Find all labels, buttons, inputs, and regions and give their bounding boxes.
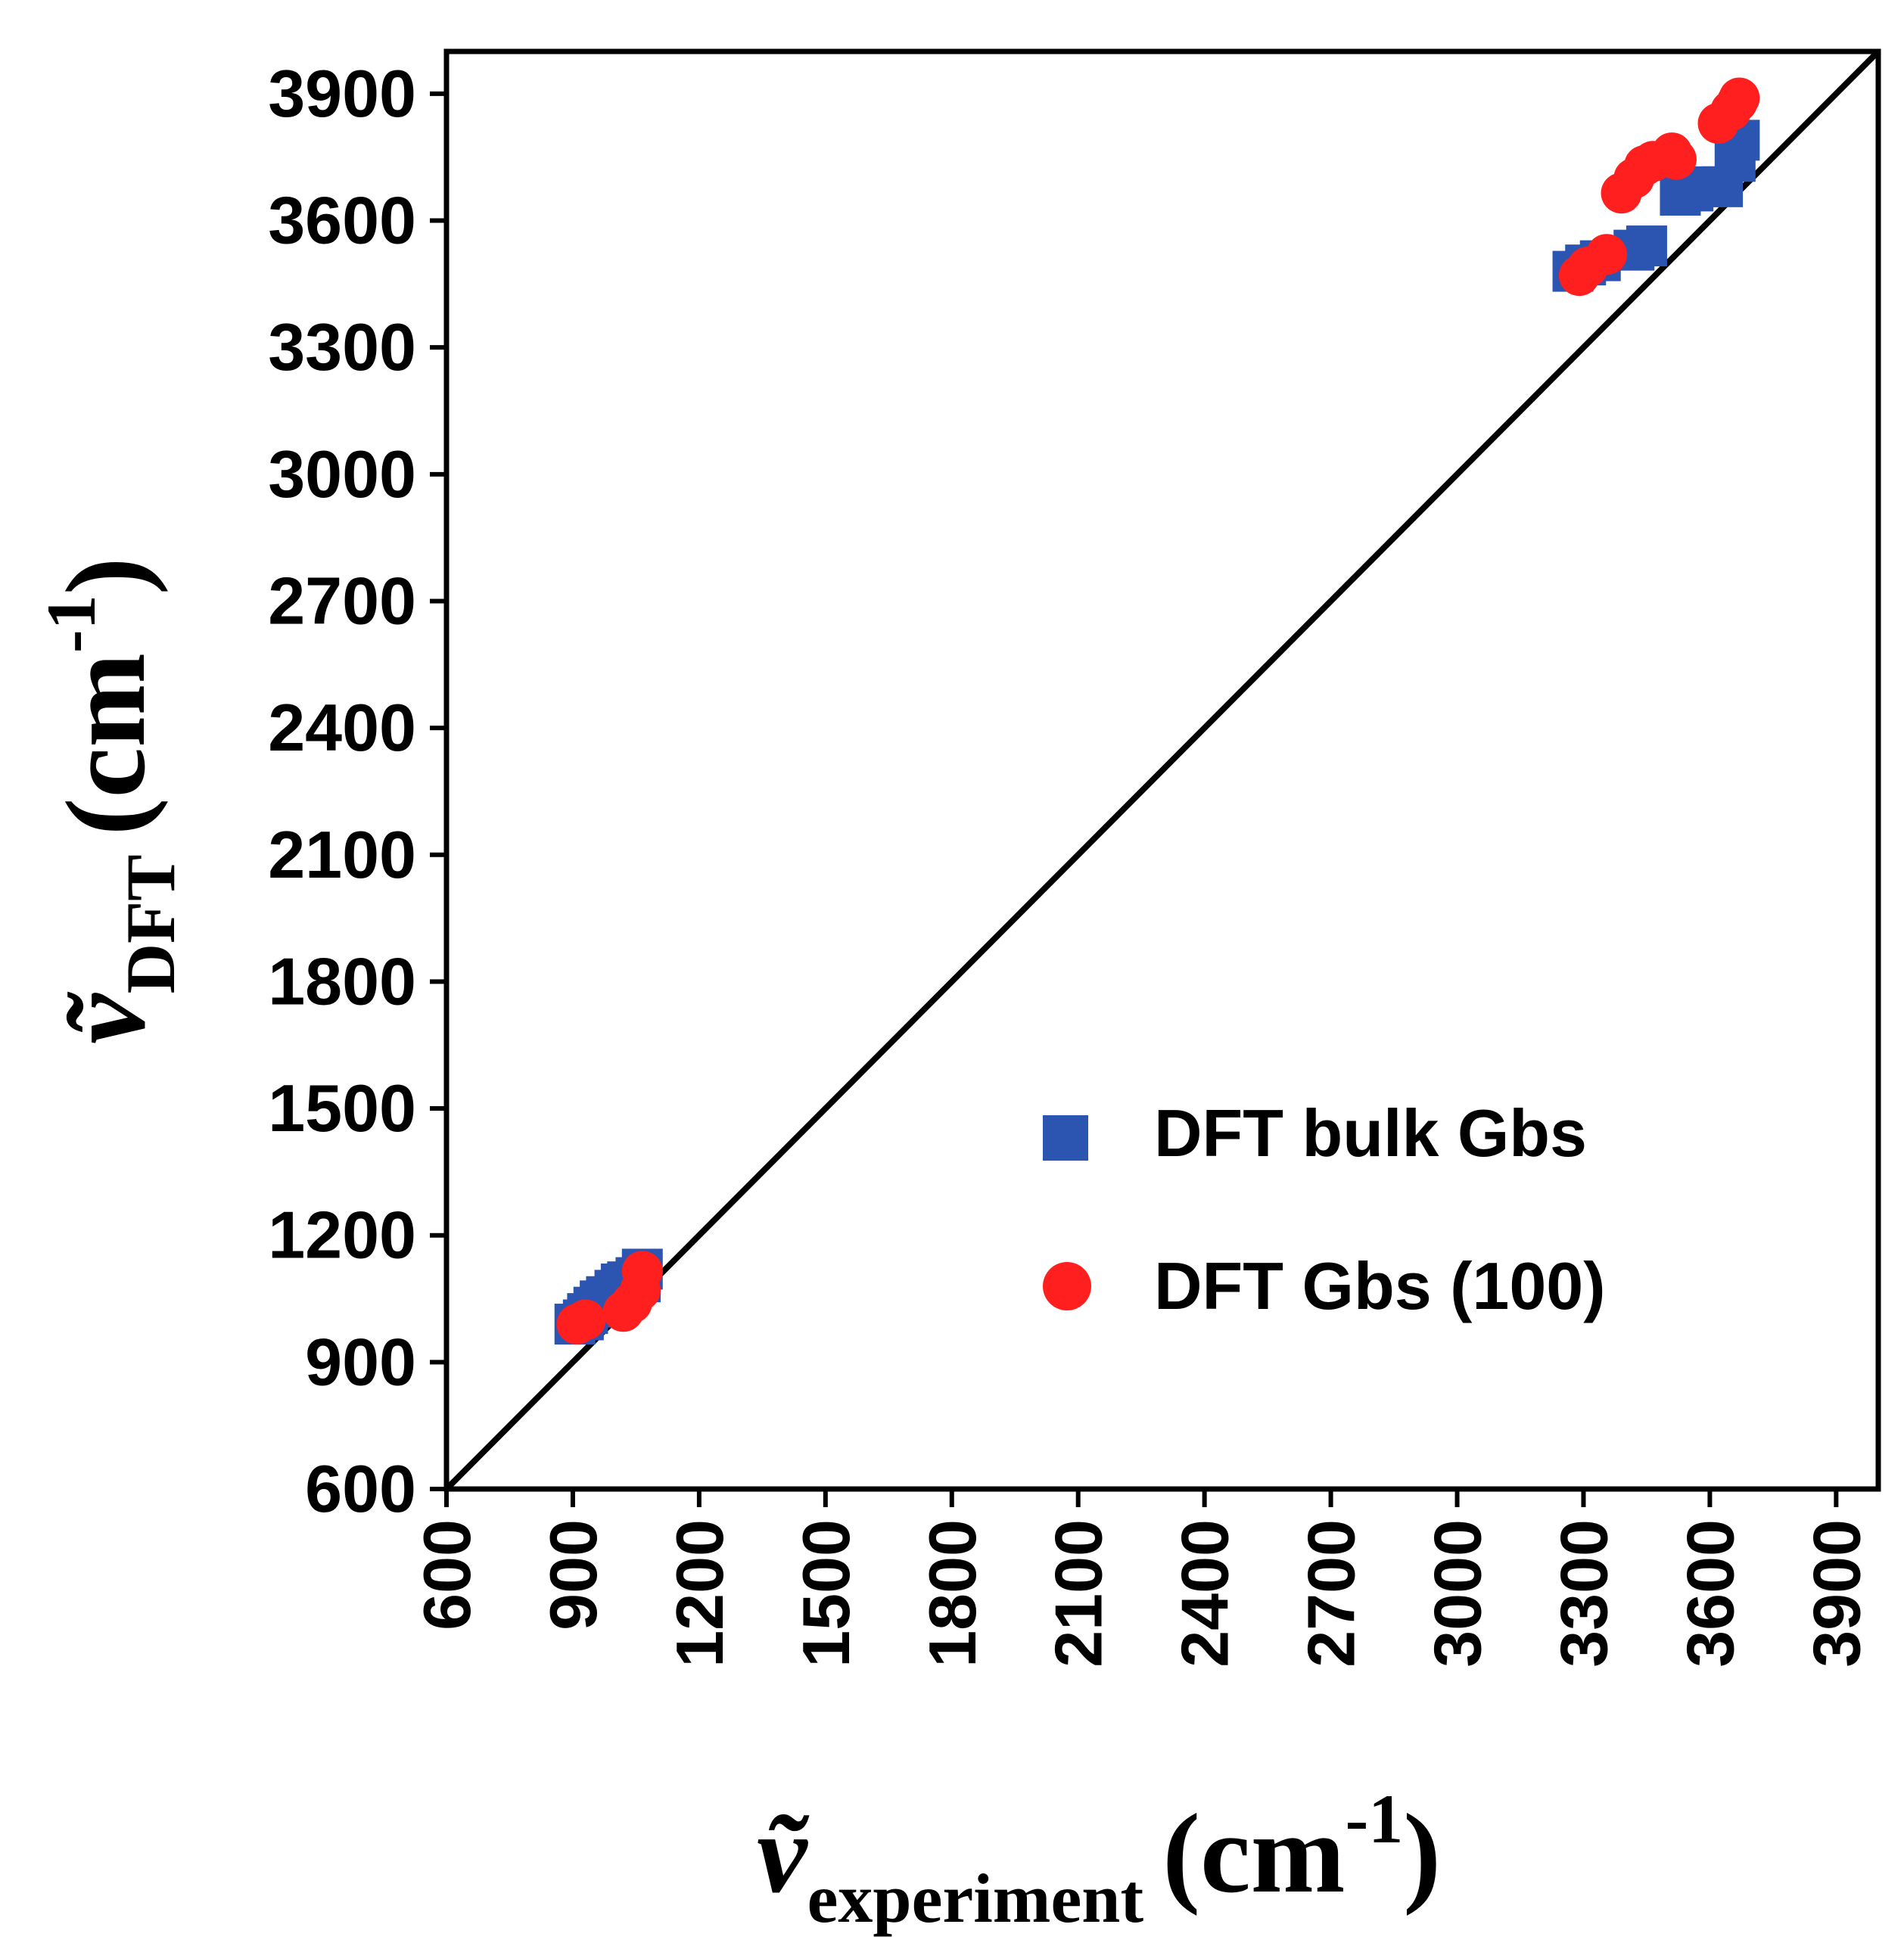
x-tick-label: 600 <box>409 1519 484 1630</box>
y-tick-label: 3000 <box>268 437 416 511</box>
x-tick-label: 900 <box>536 1519 611 1630</box>
x-axis-ticks: 600 900 1200 1500 1800 2100 2400 2700 3000 3300 36… <box>409 1489 1874 1668</box>
x-tick-label: 3000 <box>1420 1519 1495 1668</box>
x-axis-subscript: experiment <box>807 1860 1144 1937</box>
x-axis-symbol: ṽ <box>757 1791 810 1916</box>
legend: DFT bulk Gbs DFT Gbs (100) <box>1043 1096 1606 1323</box>
x-axis-close-paren: ) <box>1403 1791 1441 1916</box>
x-tick-label: 1500 <box>789 1519 863 1668</box>
plot-frame <box>443 48 1881 1492</box>
y-tick-label: 3900 <box>268 56 416 131</box>
data-point-circle <box>621 1251 663 1292</box>
x-tick-label: 3300 <box>1546 1519 1621 1668</box>
legend-label-bulk: DFT bulk Gbs <box>1154 1096 1587 1170</box>
data-point-circle <box>1655 138 1697 180</box>
y-tick-label: 2100 <box>268 817 416 892</box>
y-tick-label: 3600 <box>268 183 416 258</box>
x-axis-title: ṽexperiment (cm-1) <box>757 1780 1441 1937</box>
plot-area-border <box>443 48 1881 1492</box>
data-series <box>554 77 1760 1345</box>
y-axis-unit: (cm <box>43 653 169 835</box>
reference-line-group <box>444 49 1881 1491</box>
data-point-circle <box>1719 77 1760 119</box>
y-axis-exponent: -1 <box>33 595 110 653</box>
y-axis-symbol: ṽ <box>43 991 169 1044</box>
x-tick-label: 2100 <box>1041 1519 1116 1668</box>
legend-marker-square <box>1043 1115 1088 1161</box>
x-tick-label: 3600 <box>1672 1519 1747 1668</box>
reference-line <box>444 49 1881 1491</box>
legend-marker-circle <box>1043 1262 1091 1310</box>
y-axis-title: ṽDFT (cm-1) <box>33 557 189 1044</box>
y-tick-label: 1200 <box>268 1198 416 1273</box>
x-axis-unit: (cm <box>1162 1791 1345 1916</box>
data-point-square <box>1626 225 1667 267</box>
y-tick-label: 3300 <box>268 309 416 384</box>
y-tick-label: 2400 <box>268 690 416 765</box>
series-1 <box>556 77 1760 1345</box>
y-tick-label: 600 <box>305 1451 416 1526</box>
x-tick-label: 1200 <box>662 1519 737 1668</box>
y-axis-close-paren: ) <box>43 557 169 595</box>
x-tick-label: 3900 <box>1799 1519 1874 1668</box>
x-tick-label: 2400 <box>1168 1519 1243 1668</box>
x-axis-exponent: -1 <box>1346 1780 1404 1857</box>
y-axis-ticks: 600 900 1200 1500 1800 2100 2400 2700 3000 3300 36… <box>268 56 446 1526</box>
y-tick-label: 900 <box>305 1324 416 1399</box>
y-axis-subscript: DFT <box>112 854 189 993</box>
x-tick-label: 2700 <box>1294 1519 1369 1668</box>
y-tick-label: 2700 <box>268 563 416 638</box>
legend-label-surface: DFT Gbs (100) <box>1154 1248 1606 1323</box>
data-point-circle <box>1586 234 1628 275</box>
y-tick-label: 1500 <box>268 1071 416 1146</box>
y-tick-label: 1800 <box>268 943 416 1018</box>
data-point-circle <box>565 1299 606 1341</box>
x-tick-label: 1800 <box>915 1519 990 1668</box>
